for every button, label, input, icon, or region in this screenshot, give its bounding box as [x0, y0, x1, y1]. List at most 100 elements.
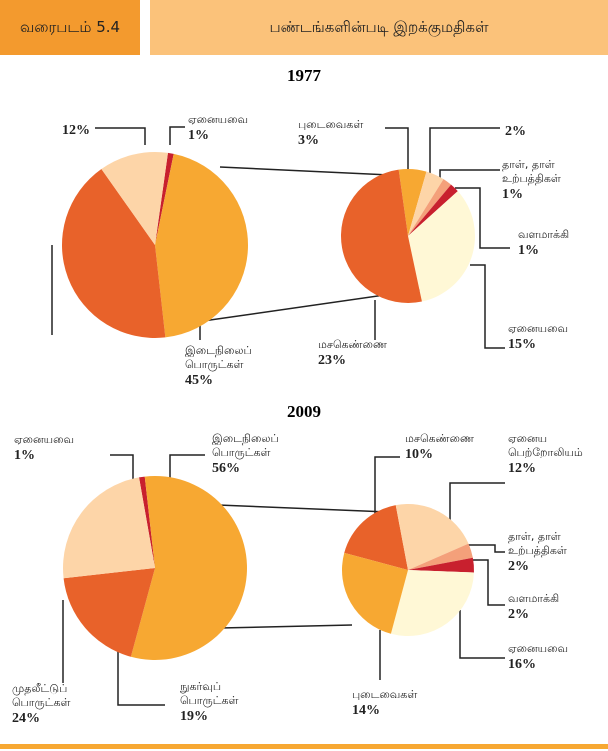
- slice-name: இடைநிலைப் பொருட்கள்: [212, 432, 279, 459]
- leader: [470, 264, 505, 349]
- leader: [449, 482, 505, 520]
- pie-slice: [408, 191, 476, 302]
- slice-value: 12%: [508, 461, 536, 476]
- pie-slice: [155, 153, 248, 338]
- pie-slice: [63, 568, 156, 657]
- slice-name: நுகர்வுப் பொருட்கள்: [180, 680, 239, 707]
- leader: [169, 454, 205, 480]
- pie-slice: [395, 504, 469, 570]
- chart-title: 1977: [287, 66, 321, 85]
- slice-name: ஏனையவை: [508, 642, 569, 655]
- slice-value: 23%: [318, 353, 346, 368]
- slice-value: 1%: [14, 448, 35, 463]
- slice-value: 24%: [12, 711, 40, 726]
- pie-slice: [62, 169, 166, 338]
- leader: [439, 169, 500, 180]
- slice-value: 15%: [508, 337, 536, 352]
- slice-label: முதலீட்டுப் பொருட்கள் 24%: [12, 682, 92, 728]
- slice-value: 14%: [352, 703, 380, 718]
- pie-slice: [398, 169, 427, 236]
- pie-slice: [408, 543, 473, 570]
- pie-slice: [340, 169, 422, 304]
- pie-slice: [101, 152, 168, 245]
- slice-value: 19%: [180, 709, 208, 724]
- slice-value: 2%: [508, 559, 529, 574]
- slice-name: ஏனையவை: [508, 322, 569, 335]
- slice-label: மசகெண்ணை 10%: [405, 432, 495, 464]
- connector: [219, 624, 353, 629]
- pie-slice: [63, 477, 155, 579]
- pie-slice: [155, 152, 174, 245]
- slice-name: வளமாக்கி: [518, 228, 570, 241]
- slice-name: புடைவைகள்: [352, 688, 418, 701]
- slice-label: தாள், தாள் உற்பத்திகள் 1%: [502, 158, 587, 204]
- slice-label: ஏனைய பெற்றோலியம் 12%: [508, 432, 593, 478]
- slice-name: புடைவைகள்: [298, 118, 364, 131]
- slice-value: 1%: [502, 187, 523, 202]
- slice-label: மசகெண்ணை 23%: [318, 338, 408, 370]
- pie-slice: [130, 476, 248, 660]
- slice-value: 2%: [505, 124, 526, 139]
- slice-value: 56%: [212, 461, 240, 476]
- slice-label: ஏனையவை 15%: [508, 322, 588, 354]
- pie-slice: [408, 557, 475, 573]
- leader: [169, 126, 185, 145]
- slice-label: ஏனையவை 16%: [508, 642, 588, 674]
- pie-slice: [344, 505, 408, 570]
- slice-label: புடைவைகள் 3%: [298, 118, 378, 150]
- pie-slice: [390, 570, 474, 636]
- leader: [110, 454, 134, 480]
- pie-slice: [408, 179, 452, 236]
- leader: [459, 610, 505, 659]
- leader: [455, 187, 510, 249]
- slice-value: 16%: [508, 657, 536, 672]
- slice-value: 2%: [508, 607, 529, 622]
- leader: [117, 640, 165, 706]
- pie-slice: [408, 184, 458, 236]
- slice-name: ஏனைய பெற்றோலியம்: [508, 432, 583, 459]
- slice-label: ஏனையவை 1%: [14, 433, 114, 465]
- leader: [468, 544, 505, 553]
- slice-label: இடைநிலைப் பொருட்கள் 56%: [212, 432, 307, 478]
- leader: [374, 456, 400, 520]
- leader: [385, 127, 409, 170]
- slice-label: ஏனையவை 1%: [188, 113, 283, 145]
- chart-title: 2009: [287, 402, 321, 421]
- slice-label: 12%: [62, 122, 122, 140]
- figure-number: வரைபடம் 5.4: [0, 0, 140, 55]
- leader: [95, 127, 146, 145]
- slice-label: புடைவைகள் 14%: [352, 688, 442, 720]
- slice-value: 45%: [185, 373, 213, 388]
- connector: [219, 166, 391, 176]
- figure-title: பண்டங்களின்படி இறக்குமதிகள்: [150, 0, 608, 55]
- slice-value: 1%: [518, 243, 539, 258]
- slice-name: தாள், தாள் உற்பத்திகள்: [502, 158, 561, 185]
- slice-name: ஏனையவை: [188, 113, 249, 126]
- slice-label: இடைநிலைப் பொருட்கள் 45%: [185, 344, 275, 390]
- leader: [429, 127, 500, 175]
- leader: [473, 559, 505, 606]
- slice-label: வளமாக்கி 2%: [508, 592, 588, 624]
- footer-bar: [0, 744, 608, 749]
- slice-value: 1%: [188, 128, 209, 143]
- slice-name: தாள், தாள் உற்பத்திகள்: [508, 530, 567, 557]
- slice-label: நுகர்வுப் பொருட்கள் 19%: [180, 680, 260, 726]
- slice-value: 10%: [405, 447, 433, 462]
- slice-label: தாள், தாள் உற்பத்திகள் 2%: [508, 530, 593, 576]
- connector: [217, 504, 389, 513]
- slice-name: முதலீட்டுப் பொருட்கள்: [12, 682, 71, 709]
- pie-slice: [139, 476, 155, 568]
- slice-name: மசகெண்ணை: [405, 432, 474, 445]
- slice-value: 12%: [62, 123, 90, 138]
- pie-slice: [408, 171, 444, 236]
- slice-name: இடைநிலைப் பொருட்கள்: [185, 344, 252, 371]
- slice-label: 2%: [505, 123, 545, 141]
- slice-name: ஏனையவை: [14, 433, 75, 446]
- slice-label: வளமாக்கி 1%: [518, 228, 598, 260]
- slice-name: வளமாக்கி: [508, 592, 560, 605]
- slice-value: 3%: [298, 133, 319, 148]
- pie-slice: [342, 552, 408, 634]
- slice-name: மசகெண்ணை: [318, 338, 387, 351]
